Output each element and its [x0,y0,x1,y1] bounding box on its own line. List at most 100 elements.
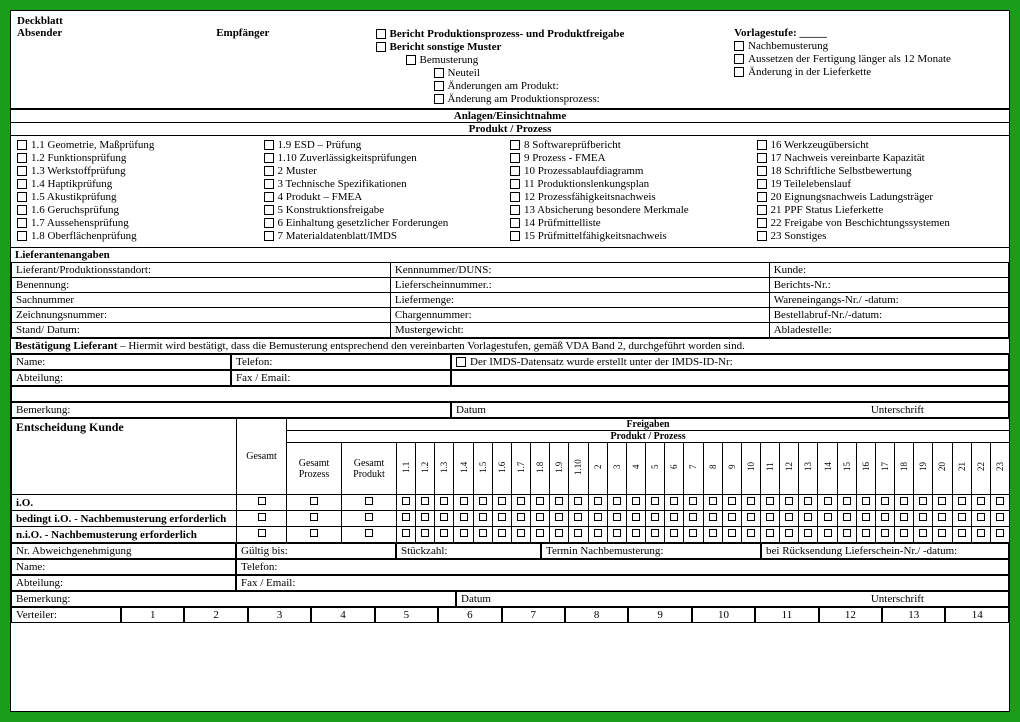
checkbox[interactable] [728,513,736,521]
checkbox[interactable] [310,529,318,537]
checkbox[interactable] [264,179,274,189]
checkbox[interactable] [434,81,444,91]
checkbox[interactable] [406,55,416,65]
checkbox[interactable] [996,497,1004,505]
checkbox[interactable] [613,497,621,505]
checkbox[interactable] [613,529,621,537]
checkbox[interactable] [365,529,373,537]
checkbox[interactable] [824,497,832,505]
checkbox[interactable] [919,497,927,505]
checkbox[interactable] [709,497,717,505]
checkbox[interactable] [421,529,429,537]
checkbox[interactable] [881,513,889,521]
checkbox[interactable] [264,153,274,163]
checkbox[interactable] [709,513,717,521]
checkbox[interactable] [510,205,520,215]
checkbox[interactable] [881,529,889,537]
checkbox[interactable] [958,513,966,521]
checkbox[interactable] [766,529,774,537]
checkbox[interactable] [843,529,851,537]
checkbox[interactable] [440,529,448,537]
checkbox[interactable] [555,513,563,521]
checkbox[interactable] [958,529,966,537]
checkbox[interactable] [574,529,582,537]
checkbox[interactable] [651,529,659,537]
checkbox[interactable] [670,497,678,505]
checkbox[interactable] [919,529,927,537]
checkbox[interactable] [510,231,520,241]
checkbox[interactable] [402,513,410,521]
checkbox[interactable] [402,497,410,505]
checkbox[interactable] [376,42,386,52]
checkbox[interactable] [365,497,373,505]
checkbox[interactable] [670,513,678,521]
checkbox[interactable] [757,192,767,202]
checkbox[interactable] [479,513,487,521]
checkbox[interactable] [804,497,812,505]
checkbox[interactable] [757,205,767,215]
checkbox[interactable] [632,513,640,521]
checkbox[interactable] [938,497,946,505]
checkbox[interactable] [824,513,832,521]
checkbox[interactable] [938,529,946,537]
checkbox[interactable] [728,529,736,537]
checkbox[interactable] [958,497,966,505]
checkbox[interactable] [757,231,767,241]
checkbox[interactable] [17,166,27,176]
checkbox[interactable] [555,529,563,537]
checkbox[interactable] [785,497,793,505]
checkbox[interactable] [510,218,520,228]
checkbox[interactable] [460,513,468,521]
checkbox[interactable] [498,513,506,521]
checkbox[interactable] [785,529,793,537]
checkbox[interactable] [264,231,274,241]
checkbox[interactable] [456,357,466,367]
checkbox[interactable] [310,497,318,505]
checkbox[interactable] [632,529,640,537]
checkbox[interactable] [402,529,410,537]
checkbox[interactable] [517,529,525,537]
checkbox[interactable] [479,529,487,537]
checkbox[interactable] [536,529,544,537]
checkbox[interactable] [900,529,908,537]
checkbox[interactable] [376,29,386,39]
checkbox[interactable] [862,513,870,521]
checkbox[interactable] [460,529,468,537]
checkbox[interactable] [17,205,27,215]
checkbox[interactable] [517,513,525,521]
checkbox[interactable] [651,513,659,521]
checkbox[interactable] [536,497,544,505]
checkbox[interactable] [258,513,266,521]
checkbox[interactable] [310,513,318,521]
checkbox[interactable] [757,218,767,228]
checkbox[interactable] [574,513,582,521]
checkbox[interactable] [510,192,520,202]
checkbox[interactable] [689,529,697,537]
checkbox[interactable] [17,192,27,202]
checkbox[interactable] [757,166,767,176]
checkbox[interactable] [996,513,1004,521]
checkbox[interactable] [460,497,468,505]
checkbox[interactable] [264,166,274,176]
checkbox[interactable] [804,529,812,537]
checkbox[interactable] [977,497,985,505]
checkbox[interactable] [900,513,908,521]
checkbox[interactable] [977,513,985,521]
checkbox[interactable] [900,497,908,505]
checkbox[interactable] [498,497,506,505]
checkbox[interactable] [613,513,621,521]
checkbox[interactable] [757,140,767,150]
checkbox[interactable] [766,513,774,521]
checkbox[interactable] [824,529,832,537]
checkbox[interactable] [17,179,27,189]
checkbox[interactable] [728,497,736,505]
checkbox[interactable] [434,94,444,104]
checkbox[interactable] [421,497,429,505]
checkbox[interactable] [574,497,582,505]
checkbox[interactable] [843,513,851,521]
checkbox[interactable] [747,497,755,505]
checkbox[interactable] [881,497,889,505]
checkbox[interactable] [517,497,525,505]
checkbox[interactable] [17,140,27,150]
checkbox[interactable] [747,513,755,521]
